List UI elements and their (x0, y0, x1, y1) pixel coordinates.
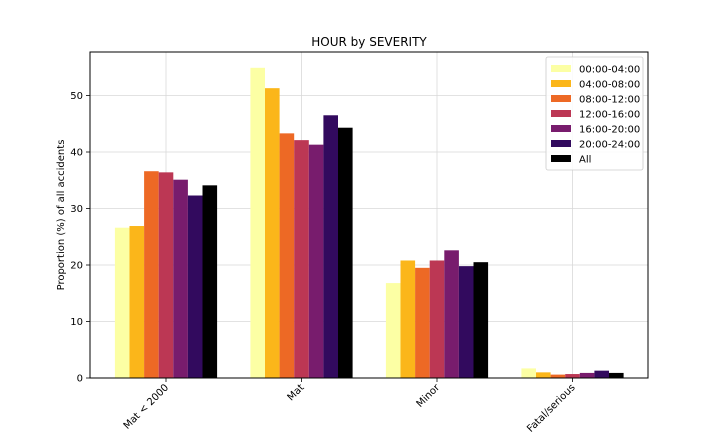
x-tick-label-0: Mat < 2000 (122, 382, 171, 431)
legend-label-3: 12:00-16:00 (579, 110, 640, 121)
bar-1-4 (308, 144, 324, 378)
legend-label-2: 08:00-12:00 (579, 95, 640, 106)
legend-swatch-0 (551, 65, 571, 72)
bar-0-0 (114, 227, 130, 378)
bar-3-4 (579, 372, 595, 378)
legend-swatch-5 (551, 140, 571, 147)
y-tick-label-3: 30 (70, 204, 83, 215)
bar-2-3 (429, 260, 445, 378)
legend: 00:00-04:00 04:00-08:00 08:00-12:00 12:00-1… (545, 56, 644, 171)
y-axis-label: Proportion (%) of all accidents (56, 140, 67, 291)
bar-0-4 (173, 179, 188, 378)
bars (114, 67, 624, 379)
bar-3-3 (565, 374, 580, 378)
bar-2-5 (458, 266, 474, 378)
bar-3-6 (609, 372, 624, 378)
legend-swatch-2 (551, 95, 571, 102)
legend-label-6: All (579, 155, 591, 166)
x-tick-label-3: Fatal/serious (525, 382, 577, 432)
bar-1-6 (338, 127, 353, 379)
bar-2-4 (444, 250, 459, 378)
y-tick-label-4: 40 (70, 148, 83, 159)
bar-1-5 (323, 115, 338, 379)
bar-2-1 (400, 260, 416, 378)
legend-label-4: 16:00-20:00 (579, 125, 640, 136)
y-tick-label-2: 20 (70, 261, 83, 272)
bar-0-3 (158, 172, 174, 378)
bar-3-1 (536, 372, 551, 378)
bar-1-1 (265, 88, 280, 378)
bar-2-6 (473, 262, 489, 378)
bar-1-0 (250, 67, 265, 378)
bar-1-2 (279, 133, 295, 378)
y-tick-label-1: 10 (70, 317, 83, 328)
legend-swatch-6 (551, 155, 571, 162)
legend-swatch-1 (551, 80, 571, 87)
y-tick-label-0: 0 (77, 374, 83, 385)
legend-swatch-4 (551, 125, 571, 132)
legend-label-0: 00:00-04:00 (579, 65, 640, 76)
bar-3-0 (521, 368, 536, 378)
chart-title: HOUR by SEVERITY (311, 35, 427, 49)
legend-label-1: 04:00-08:00 (579, 80, 640, 91)
bar-0-1 (129, 226, 145, 378)
bar-2-0 (385, 283, 401, 378)
legend-swatch-3 (551, 110, 571, 117)
y-tick-label-5: 50 (70, 91, 83, 102)
x-tick-label-2: Minor (415, 382, 443, 410)
bar-2-2 (415, 267, 430, 378)
plot-frame (89, 51, 649, 379)
x-tick-label-1: Mat (286, 382, 307, 403)
legend-label-5: 20:00-24:00 (579, 140, 640, 151)
bar-1-3 (294, 140, 309, 378)
bar-0-2 (144, 171, 159, 378)
bar-0-5 (187, 195, 203, 378)
bar-3-2 (550, 374, 566, 378)
bar-3-5 (594, 370, 609, 378)
bar-0-6 (202, 185, 218, 378)
